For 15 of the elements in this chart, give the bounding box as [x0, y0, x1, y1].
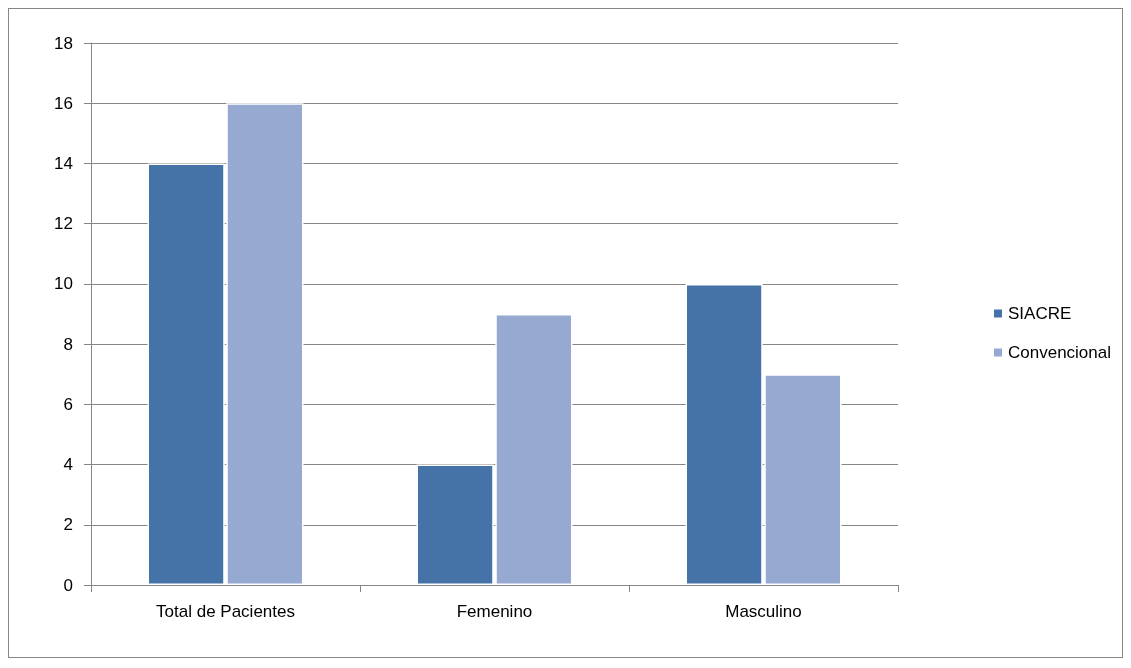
x-tick-label: Total de Pacientes: [156, 602, 295, 621]
y-tick-label: 8: [63, 334, 73, 354]
legend-label: Convencional: [1007, 343, 1111, 362]
legend-label: SIACRE: [1007, 304, 1072, 323]
y-tick-label: 2: [63, 515, 73, 535]
y-tick-label: 14: [54, 153, 73, 173]
y-tick-label: 18: [54, 33, 73, 53]
x-tick-label: Femenino: [456, 602, 533, 621]
y-tick-label: 4: [63, 455, 73, 475]
y-tick-label: 16: [54, 93, 73, 113]
y-tick-label: 0: [63, 575, 73, 595]
x-tick-label: Masculino: [725, 602, 802, 621]
y-tick-label: 6: [63, 394, 73, 414]
y-tick-label: 12: [54, 214, 73, 234]
y-tick-label: 10: [54, 274, 73, 294]
